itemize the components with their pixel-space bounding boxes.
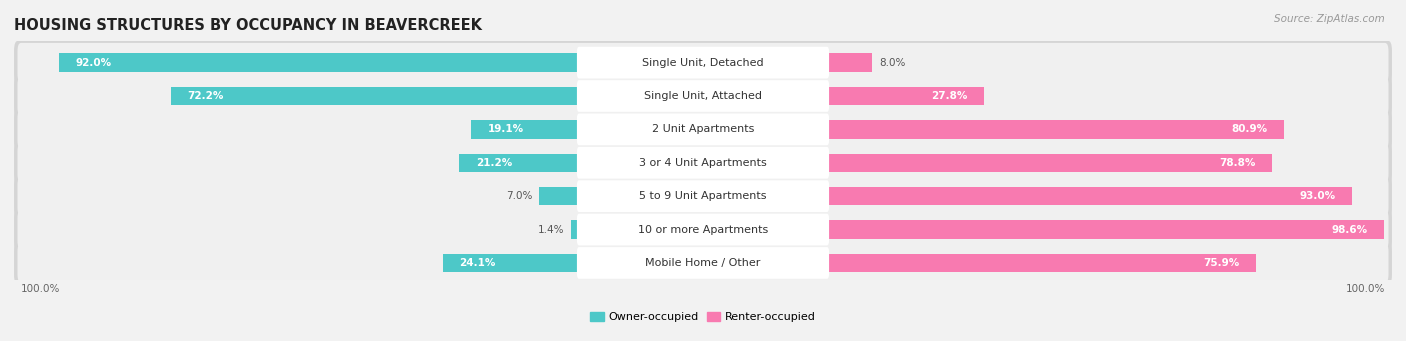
FancyBboxPatch shape <box>576 114 830 145</box>
Bar <box>443 254 579 272</box>
FancyBboxPatch shape <box>576 147 830 179</box>
FancyBboxPatch shape <box>17 243 1389 283</box>
FancyBboxPatch shape <box>14 241 1392 285</box>
FancyBboxPatch shape <box>17 110 1389 149</box>
Text: 1.4%: 1.4% <box>537 224 564 235</box>
Bar <box>827 220 1384 239</box>
Bar <box>827 87 984 105</box>
Text: 5 to 9 Unit Apartments: 5 to 9 Unit Apartments <box>640 191 766 201</box>
Text: 27.8%: 27.8% <box>931 91 967 101</box>
FancyBboxPatch shape <box>14 208 1392 252</box>
Text: 21.2%: 21.2% <box>475 158 512 168</box>
Bar <box>172 87 579 105</box>
Text: 78.8%: 78.8% <box>1219 158 1256 168</box>
FancyBboxPatch shape <box>14 107 1392 151</box>
Bar <box>827 54 872 72</box>
FancyBboxPatch shape <box>576 214 830 246</box>
Text: 3 or 4 Unit Apartments: 3 or 4 Unit Apartments <box>640 158 766 168</box>
Text: 93.0%: 93.0% <box>1299 191 1336 201</box>
Bar <box>540 187 579 205</box>
Text: Single Unit, Detached: Single Unit, Detached <box>643 58 763 68</box>
FancyBboxPatch shape <box>17 210 1389 249</box>
Text: 2 Unit Apartments: 2 Unit Apartments <box>652 124 754 134</box>
Text: Source: ZipAtlas.com: Source: ZipAtlas.com <box>1274 14 1385 24</box>
Text: 72.2%: 72.2% <box>187 91 224 101</box>
Text: HOUSING STRUCTURES BY OCCUPANCY IN BEAVERCREEK: HOUSING STRUCTURES BY OCCUPANCY IN BEAVE… <box>14 18 482 33</box>
FancyBboxPatch shape <box>576 47 830 78</box>
FancyBboxPatch shape <box>17 43 1389 82</box>
Bar <box>827 187 1353 205</box>
Text: 10 or more Apartments: 10 or more Apartments <box>638 224 768 235</box>
FancyBboxPatch shape <box>17 143 1389 182</box>
Text: Single Unit, Attached: Single Unit, Attached <box>644 91 762 101</box>
Text: 98.6%: 98.6% <box>1331 224 1368 235</box>
Bar <box>571 220 579 239</box>
FancyBboxPatch shape <box>14 141 1392 185</box>
Bar <box>827 153 1272 172</box>
FancyBboxPatch shape <box>17 176 1389 216</box>
Bar <box>827 120 1284 138</box>
Text: 8.0%: 8.0% <box>879 58 905 68</box>
Text: 75.9%: 75.9% <box>1204 258 1239 268</box>
FancyBboxPatch shape <box>576 180 830 212</box>
Text: 100.0%: 100.0% <box>21 284 60 294</box>
FancyBboxPatch shape <box>14 41 1392 85</box>
Text: 19.1%: 19.1% <box>488 124 524 134</box>
FancyBboxPatch shape <box>576 247 830 279</box>
FancyBboxPatch shape <box>576 80 830 112</box>
FancyBboxPatch shape <box>14 174 1392 218</box>
Text: 7.0%: 7.0% <box>506 191 533 201</box>
Text: 80.9%: 80.9% <box>1232 124 1267 134</box>
Legend: Owner-occupied, Renter-occupied: Owner-occupied, Renter-occupied <box>586 307 820 327</box>
FancyBboxPatch shape <box>14 74 1392 118</box>
Text: 92.0%: 92.0% <box>76 58 112 68</box>
Bar <box>827 254 1256 272</box>
FancyBboxPatch shape <box>17 76 1389 116</box>
Text: Mobile Home / Other: Mobile Home / Other <box>645 258 761 268</box>
Bar <box>59 54 579 72</box>
Text: 100.0%: 100.0% <box>1346 284 1385 294</box>
Text: 24.1%: 24.1% <box>460 258 496 268</box>
Bar <box>471 120 579 138</box>
Bar <box>460 153 579 172</box>
